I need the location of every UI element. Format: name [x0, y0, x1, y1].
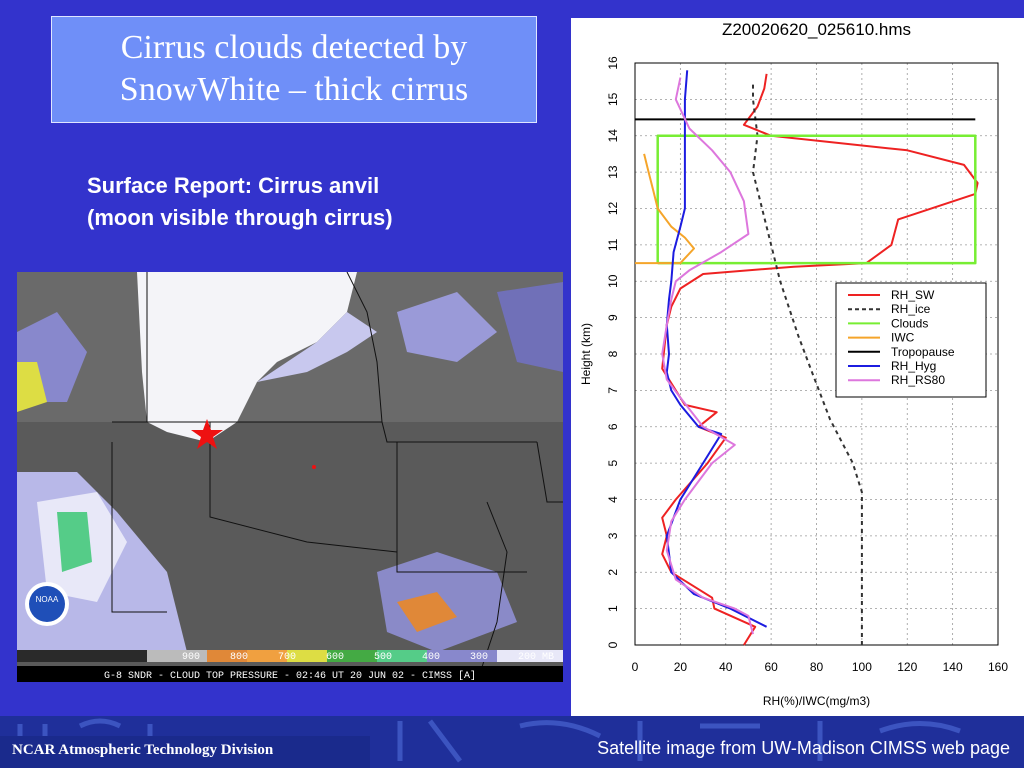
- x-tick-label: 120: [897, 660, 917, 674]
- series-line-rh-rs80: [661, 77, 754, 635]
- pressure-scale-label: 400: [422, 652, 440, 663]
- pressure-scale-label: 700: [278, 652, 296, 663]
- noaa-logo-text: NOAA: [36, 595, 59, 604]
- scale-bar-segment: [497, 650, 563, 662]
- legend-entry: Tropopause: [891, 345, 955, 359]
- scale-bar-segment: [17, 650, 147, 662]
- legend-entry: RH_ice: [891, 302, 931, 316]
- legend-entry: IWC: [891, 331, 915, 345]
- border-line: [111, 442, 167, 613]
- footer-left-text: NCAR Atmospheric Technology Division: [12, 742, 274, 758]
- y-tick-label: 8: [606, 350, 620, 357]
- noaa-logo: NOAA: [25, 582, 69, 626]
- pressure-scale-label: 800: [230, 652, 248, 663]
- y-axis-label: Height (km): [579, 323, 593, 385]
- satellite-caption: G-8 SNDR - CLOUD TOP PRESSURE - 02:46 UT…: [104, 670, 476, 682]
- pressure-scale-labels: 900 800 700 600 500 400 300 200 MB: [182, 652, 554, 663]
- pressure-scale-label: 900: [182, 652, 200, 663]
- series-line-rh-ice: [752, 81, 863, 645]
- scale-bar-segment: [207, 650, 247, 662]
- footer-pattern-stroke: [397, 719, 961, 763]
- surface-report-line2: (moon visible through cirrus): [87, 205, 393, 230]
- border-line: [346, 272, 537, 443]
- green-cloud-patch: [57, 512, 92, 572]
- state-borders: [111, 272, 563, 682]
- x-tick-label: 20: [674, 660, 688, 674]
- legend-entry: Clouds: [891, 316, 928, 330]
- x-axis-label: RH(%)/IWC(mg/m3): [763, 694, 870, 708]
- y-tick-label: 15: [606, 92, 620, 106]
- scale-bar-segment: [377, 650, 427, 662]
- chart-title: Z20020620_025610.hms: [722, 20, 911, 39]
- satellite-map: NOAA 900 800 700 600 500 400 300 200 MB G-8 SND…: [17, 272, 563, 682]
- y-tick-label: 13: [606, 165, 620, 179]
- yellow-cloud-patch: [17, 362, 47, 412]
- satellite-image: NOAA 900 800 700 600 500 400 300 200 MB G-8 SND…: [17, 272, 563, 682]
- y-tick-label: 2: [606, 569, 620, 576]
- x-tick-label: 0: [632, 660, 639, 674]
- legend-box: [835, 282, 987, 398]
- series-line-clouds: [656, 134, 977, 265]
- slide-title-line2: SnowWhite – thick cirrus: [119, 71, 469, 108]
- y-tick-label: 1: [606, 605, 620, 612]
- scale-bar-segment: [247, 650, 287, 662]
- legend-entry: RH_RS80: [891, 373, 945, 387]
- border-line: [209, 422, 398, 553]
- cloud-area-northeast: [397, 292, 497, 362]
- y-tick-label: 11: [606, 238, 620, 251]
- border-line: [536, 441, 563, 503]
- footer-decoration: [0, 718, 961, 768]
- y-tick-label: 3: [606, 532, 620, 539]
- scale-bar-segment: [287, 650, 327, 662]
- x-tick-label: 100: [852, 660, 872, 674]
- x-tick-label: 60: [764, 660, 778, 674]
- pressure-color-scale: [17, 650, 563, 662]
- x-tick-label: 160: [988, 660, 1008, 674]
- y-tick-label: 0: [606, 641, 620, 648]
- caption-bar: [17, 666, 563, 682]
- scale-bar-segment: [327, 650, 377, 662]
- y-tick-label: 7: [606, 387, 620, 394]
- plot-frame: [634, 62, 999, 646]
- footer-bar: NCAR Atmospheric Technology Division Sat…: [0, 716, 1024, 768]
- y-tick-label: 16: [606, 56, 620, 70]
- surface-report-line1: Surface Report: Cirrus anvil: [87, 173, 380, 198]
- profile-chart-panel: Z20020620_025610.hms 0 20 40 60 80 100 120 140 16…: [571, 18, 1024, 716]
- y-tick-label: 6: [606, 423, 620, 430]
- y-tick-label: 5: [606, 459, 620, 466]
- red-dot-marker: [312, 465, 316, 469]
- x-tick-label: 80: [810, 660, 824, 674]
- series-line-iwc: [635, 153, 695, 265]
- legend-entry: RH_Hyg: [891, 359, 936, 373]
- pressure-scale-label: 500: [374, 652, 392, 663]
- scale-bar-segment: [147, 650, 207, 662]
- y-tick-label: 4: [606, 496, 620, 503]
- surface-report-text: Surface Report: Cirrus anvil (moon visib…: [87, 170, 393, 234]
- thick-cirrus-area: [137, 272, 357, 442]
- legend-entry: RH_SW: [891, 288, 935, 302]
- pressure-scale-label: 600: [326, 652, 344, 663]
- y-tick-label: 10: [606, 274, 620, 288]
- series-line-rh-hyg: [665, 70, 768, 628]
- footer-left-band: [0, 736, 370, 768]
- cloud-area-southeast: [377, 552, 517, 652]
- x-tick-label: 40: [719, 660, 733, 674]
- pressure-scale-label: 200 MB: [518, 652, 554, 663]
- cirrus-edge: [257, 312, 377, 382]
- pressure-scale-label: 300: [470, 652, 488, 663]
- slide-title: Cirrus clouds detected by SnowWhite – th…: [51, 16, 537, 123]
- slide-title-line1: Cirrus clouds detected by: [120, 29, 468, 66]
- noaa-logo-disc: [29, 586, 65, 622]
- orange-cloud-patch: [397, 592, 457, 632]
- x-tick-label: 140: [943, 660, 963, 674]
- border-line: [396, 442, 527, 573]
- y-tick-label: 9: [606, 314, 620, 321]
- y-tick-label: 14: [606, 129, 620, 143]
- footer-right-text: Satellite image from UW-Madison CIMSS we…: [597, 738, 1010, 758]
- cloud-area-east: [497, 282, 563, 372]
- scale-bar-segment: [427, 650, 497, 662]
- y-tick-label: 12: [606, 202, 620, 216]
- surface-site-star-icon: [191, 419, 223, 449]
